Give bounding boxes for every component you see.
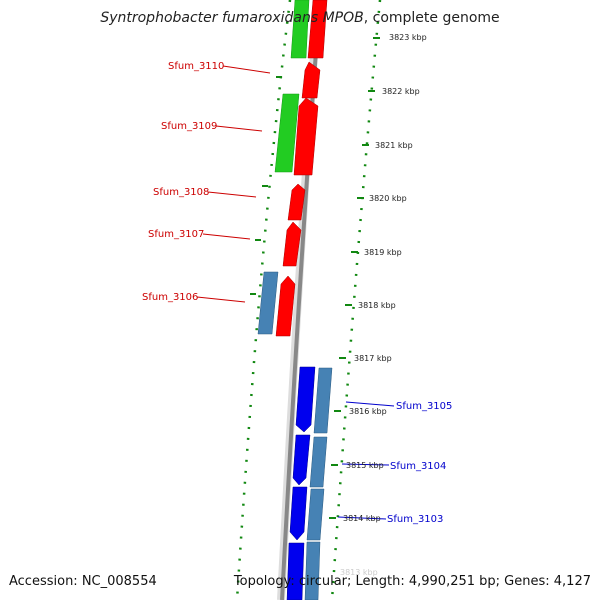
gene-sfum-3110 [301,61,321,99]
scale-label: 3814 kbp [343,514,381,523]
orf-block [274,93,300,173]
gene-sfum-3106 [275,275,296,337]
scale-label: 3821 kbp [375,141,413,150]
orf-block [306,488,325,541]
orf-block [257,271,279,335]
orf-block [290,0,310,59]
scale-label: 3813 kbp [340,568,378,577]
gene-label: Sfum_3103 [387,514,443,525]
gene-sfum-3105 [295,366,316,433]
gene-sfum-3104 [292,434,311,486]
orf-block [304,541,321,601]
forward-gene-labels: Sfum_3110 Sfum_3109 Sfum_3108 Sfum_3107 … [142,61,224,303]
gene-label: Sfum_3104 [390,461,446,472]
title-suffix: , complete genome [363,10,500,26]
gene-label: Sfum_3108 [153,187,209,198]
orf-block [309,436,328,488]
reverse-gene-labels: Sfum_3105 Sfum_3104 Sfum_3103 [387,401,452,525]
scale-label: 3818 kbp [358,301,396,310]
gene-label: Sfum_3107 [148,229,204,240]
forward-label-leaders [196,65,271,303]
gene-sfum-3102 [286,542,305,601]
scale-label: 3816 kbp [349,407,387,416]
forward-orf-blue [257,271,279,335]
gene-label: Sfum_3110 [168,61,224,72]
tick-marks [250,37,380,519]
gene-label: Sfum_3106 [142,292,198,303]
gene-sfum-3109 [293,97,319,176]
scale-labels: 3823 kbp 3822 kbp 3821 kbp 3820 kbp 3819… [340,33,427,577]
reverse-label-leaders [337,401,395,520]
scale-label: 3820 kbp [369,194,407,203]
scale-label: 3815 kbp [346,461,384,470]
organism-name: Syntrophobacter fumaroxidans MPOB [100,10,364,26]
scale-label: 3819 kbp [364,248,402,257]
map-title: Syntrophobacter fumaroxidans MPOB, compl… [0,10,600,26]
accession-label: Accession: NC_008554 [9,574,157,589]
scale-label: 3817 kbp [354,354,392,363]
gene-label: Sfum_3105 [396,401,452,412]
gene-sfum-3103 [289,486,308,541]
orf-block [313,367,333,434]
gene-sfum-3110-upper [307,0,328,59]
genome-summary: Topology: circular; Length: 4,990,251 bp… [233,574,591,589]
forward-genes [275,0,328,337]
scale-label: 3822 kbp [382,87,420,96]
reverse-orfs [304,367,333,601]
gene-label: Sfum_3109 [161,121,217,132]
gene-sfum-3107 [282,221,302,267]
forward-orfs [274,0,310,173]
gene-sfum-3108 [287,183,306,221]
scale-label: 3823 kbp [389,33,427,42]
